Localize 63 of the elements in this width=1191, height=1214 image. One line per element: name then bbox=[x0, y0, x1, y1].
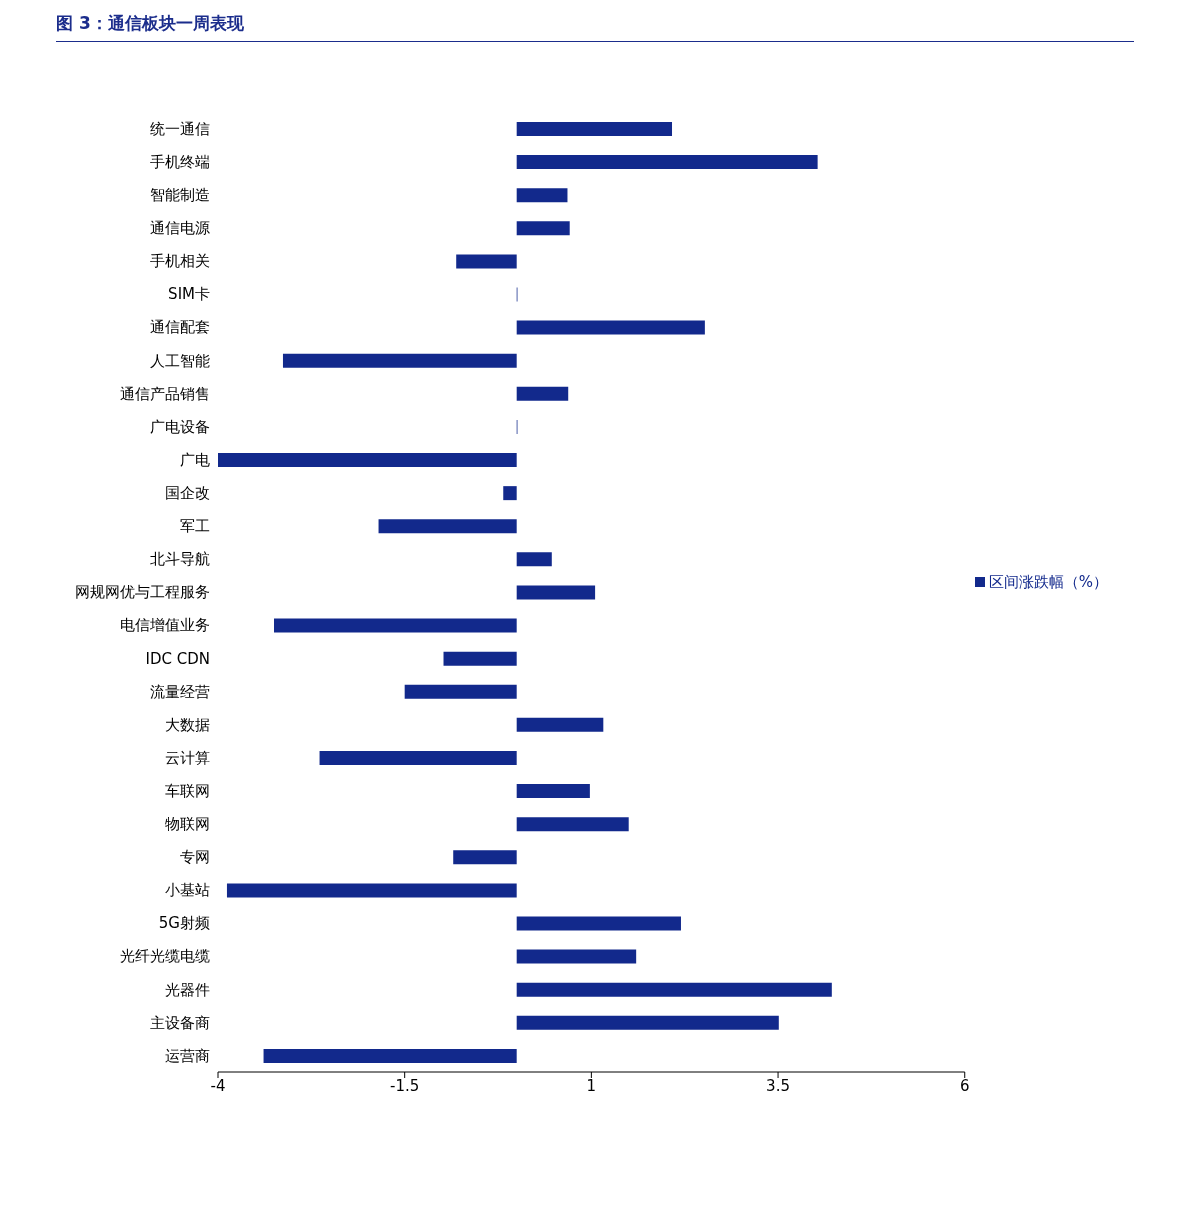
x-tick-label: -4 bbox=[210, 1076, 226, 1095]
y-tick-label: 物联网 bbox=[165, 815, 210, 834]
bar bbox=[274, 618, 517, 633]
y-tick-label: 手机终端 bbox=[150, 152, 210, 171]
y-tick-label: 通信产品销售 bbox=[120, 384, 210, 403]
x-tick-label: -1.5 bbox=[390, 1076, 420, 1095]
bar bbox=[516, 1015, 779, 1030]
y-tick-label: 流量经营 bbox=[150, 682, 210, 701]
bar bbox=[516, 585, 596, 600]
x-tick-label: 1 bbox=[586, 1076, 597, 1095]
y-tick-label: 云计算 bbox=[165, 748, 210, 767]
bar bbox=[453, 850, 517, 865]
y-tick-label: 广电设备 bbox=[150, 417, 210, 436]
bar bbox=[516, 188, 568, 203]
chart-title: 图 3：通信板块一周表现 bbox=[56, 12, 1134, 42]
y-tick-label: 车联网 bbox=[165, 781, 210, 800]
y-tick-label: 北斗导航 bbox=[150, 550, 210, 569]
y-tick-label: 主设备商 bbox=[150, 1013, 210, 1032]
bar bbox=[282, 353, 517, 368]
x-tick-label: 6 bbox=[959, 1076, 970, 1095]
y-tick-label: 通信电源 bbox=[150, 219, 210, 238]
y-tick-label: 运营商 bbox=[165, 1046, 210, 1065]
bar bbox=[378, 519, 517, 534]
y-tick-label: 智能制造 bbox=[150, 186, 210, 205]
y-tick-label: 人工智能 bbox=[150, 351, 210, 370]
y-tick-label: 光器件 bbox=[165, 980, 210, 999]
bar bbox=[404, 684, 517, 699]
bar bbox=[226, 883, 517, 898]
bar bbox=[516, 122, 673, 136]
bar bbox=[516, 155, 818, 170]
y-tick-label: 5G射频 bbox=[158, 914, 210, 933]
bar bbox=[516, 386, 569, 401]
bar bbox=[516, 552, 552, 567]
y-tick-label: 大数据 bbox=[165, 715, 210, 734]
y-tick-label: 电信增值业务 bbox=[120, 616, 210, 635]
y-tick-label: 手机相关 bbox=[150, 252, 210, 271]
bar bbox=[263, 1048, 517, 1063]
y-tick-label: 军工 bbox=[180, 517, 210, 536]
y-tick-label: IDC CDN bbox=[145, 649, 210, 668]
x-tick-label: 3.5 bbox=[766, 1076, 790, 1095]
bar bbox=[516, 916, 681, 931]
bar bbox=[516, 221, 570, 236]
y-tick-label: SIM卡 bbox=[168, 285, 210, 304]
bar bbox=[516, 717, 604, 732]
y-tick-label: 专网 bbox=[180, 848, 210, 867]
bar bbox=[503, 486, 517, 501]
bar bbox=[516, 817, 629, 832]
y-tick-label: 统一通信 bbox=[150, 119, 210, 138]
y-tick-label: 通信配套 bbox=[150, 318, 210, 337]
y-tick-label: 国企改 bbox=[165, 484, 210, 503]
y-tick-label: 网规网优与工程服务 bbox=[75, 583, 210, 602]
bar bbox=[516, 949, 637, 964]
bar bbox=[218, 453, 517, 468]
bar bbox=[516, 320, 705, 335]
legend-label: 区间涨跌幅（%） bbox=[988, 572, 1108, 591]
bar bbox=[456, 254, 517, 269]
y-tick-label: 广电 bbox=[180, 450, 210, 469]
bar bbox=[319, 750, 517, 765]
bar bbox=[516, 982, 832, 997]
y-tick-label: 光纤光缆电缆 bbox=[120, 947, 210, 966]
bar bbox=[443, 651, 517, 666]
bar bbox=[516, 784, 590, 799]
y-tick-label: 小基站 bbox=[165, 881, 210, 900]
